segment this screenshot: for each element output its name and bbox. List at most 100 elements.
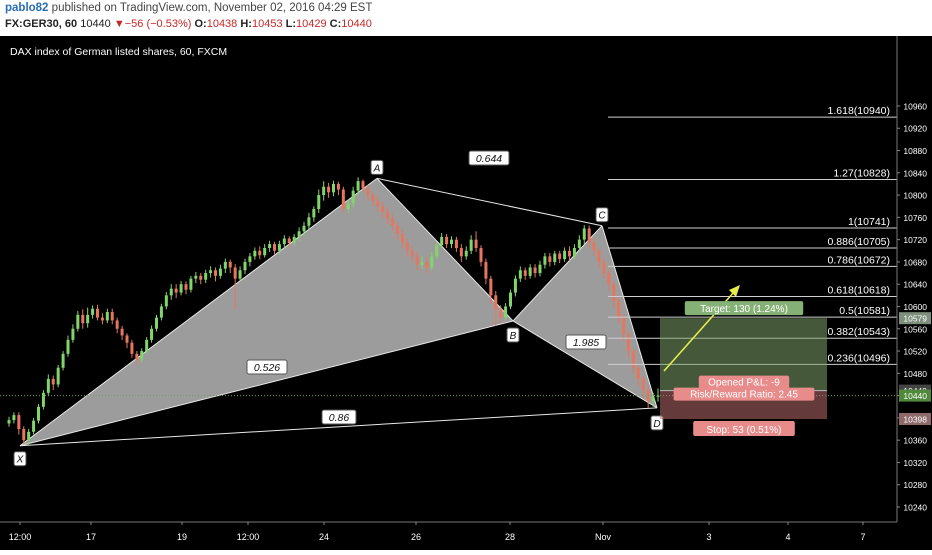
candle-body: [253, 250, 257, 257]
candle-body: [145, 339, 149, 352]
candle-body: [312, 209, 316, 218]
open-value: 10438: [206, 18, 238, 30]
y-tick-label: 10320: [903, 458, 927, 468]
candle-body: [105, 312, 109, 321]
pattern-point-label: A: [373, 163, 381, 174]
y-tick-label: 10560: [903, 324, 927, 334]
low-value: 10429: [296, 18, 327, 30]
candle-body: [159, 306, 163, 318]
candle-body: [155, 317, 158, 329]
candle-body: [405, 242, 409, 251]
pattern-leg-bc: [512, 225, 603, 322]
x-tick-label: 7: [860, 532, 865, 542]
candle-body: [494, 295, 498, 310]
fib-level-label: 0.786(10672): [828, 254, 890, 266]
close-label: C:: [329, 18, 342, 30]
high-label: H:: [240, 18, 252, 30]
fib-level-label: 0.236(10496): [828, 352, 890, 364]
candle-body: [656, 395, 660, 397]
fib-level-label: 0.382(10543): [828, 326, 890, 338]
x-tick-label: 12:00: [237, 532, 260, 542]
candle-body: [577, 239, 581, 248]
candle-body: [336, 183, 340, 190]
candle-body: [509, 292, 512, 307]
candle-body: [454, 239, 458, 248]
candle-body: [56, 367, 60, 385]
candle-body: [410, 250, 414, 257]
ratio-label-box: [468, 150, 510, 166]
price-chart[interactable]: 0.526 0.644 1.985 0.86 X A B C D 1.618(10940) 1.2…: [0, 36, 932, 550]
candle-body: [395, 225, 399, 235]
candle-body: [391, 218, 394, 226]
chart-title: DAX index of German listed shares, 60, F…: [10, 46, 227, 58]
y-tick-label: 10800: [903, 191, 927, 201]
candle-body: [273, 244, 276, 251]
candle-body: [179, 284, 183, 293]
close-value: 10440: [341, 18, 372, 30]
x-tick-label: 28: [505, 532, 515, 542]
candle-body: [568, 250, 571, 257]
candle-body: [194, 275, 198, 279]
candle-body: [238, 270, 242, 279]
ratio-label-box: [321, 409, 357, 425]
candle-body: [499, 309, 503, 318]
candle-body: [415, 256, 419, 265]
candle-body: [513, 278, 517, 293]
stop-label: Stop: 53 (0.51%): [706, 425, 781, 436]
candle-body: [651, 396, 655, 402]
last-price: 10440: [80, 18, 111, 30]
candle-body: [37, 406, 40, 421]
candle-body: [558, 253, 562, 260]
chart-area[interactable]: 0.526 0.644 1.985 0.86 X A B C D 1.618(10940) 1.2…: [0, 36, 932, 550]
candle-body: [135, 353, 139, 360]
candle-body: [518, 270, 522, 279]
candle-body: [263, 247, 267, 256]
candle-body: [592, 242, 596, 251]
candle-body: [327, 186, 331, 193]
price-axis-panel: [897, 36, 932, 550]
candle-body: [322, 186, 326, 196]
price-badge-box: [899, 412, 931, 425]
candle-body: [474, 239, 478, 248]
candle-body: [22, 429, 26, 441]
candle-body: [130, 342, 134, 354]
open-label: O:: [194, 18, 207, 30]
candle-body: [459, 247, 463, 257]
candle-body: [76, 314, 80, 329]
candle-body: [641, 378, 645, 391]
candle-body: [450, 239, 453, 245]
fib-level-label: 0.5(10581): [839, 305, 890, 317]
candle-body: [282, 238, 286, 245]
candle-body: [479, 247, 483, 262]
candle-body: [435, 245, 439, 257]
candle-body: [587, 228, 591, 243]
candle-body: [386, 211, 390, 219]
candle-body: [528, 267, 532, 276]
candle-body: [636, 367, 640, 379]
candle-body: [346, 203, 350, 210]
candle-body: [430, 256, 434, 268]
fib-level-label: 1.618(10940): [828, 105, 890, 117]
pattern-triangle-xab: [20, 178, 513, 446]
stop-label-box: [693, 420, 795, 436]
fib-level-label: 1.27(10828): [833, 167, 890, 179]
x-tick-label: 12:00: [9, 532, 32, 542]
candle-body: [204, 273, 208, 280]
fib-level-label: 0.618(10618): [828, 284, 890, 296]
y-tick-label: 10240: [903, 503, 927, 513]
candle-body: [602, 261, 606, 274]
candle-body: [46, 378, 50, 393]
pattern-point-label: X: [16, 455, 24, 466]
candle-body: [572, 247, 576, 257]
candle-body: [125, 335, 129, 343]
candle-body: [66, 339, 70, 354]
pattern-point-box: [506, 327, 520, 343]
candle-body: [140, 351, 144, 360]
quote-line: FX:GER30, 60 10440 ▼−56 (−0.53%) O:10438…: [5, 18, 372, 30]
rr-label-box: [673, 387, 815, 401]
ratio-label-box: [565, 334, 607, 350]
candle-body: [12, 415, 16, 421]
author-link[interactable]: pablo82: [5, 2, 49, 14]
price-badge-box: [899, 389, 931, 402]
candle-body: [484, 261, 488, 279]
